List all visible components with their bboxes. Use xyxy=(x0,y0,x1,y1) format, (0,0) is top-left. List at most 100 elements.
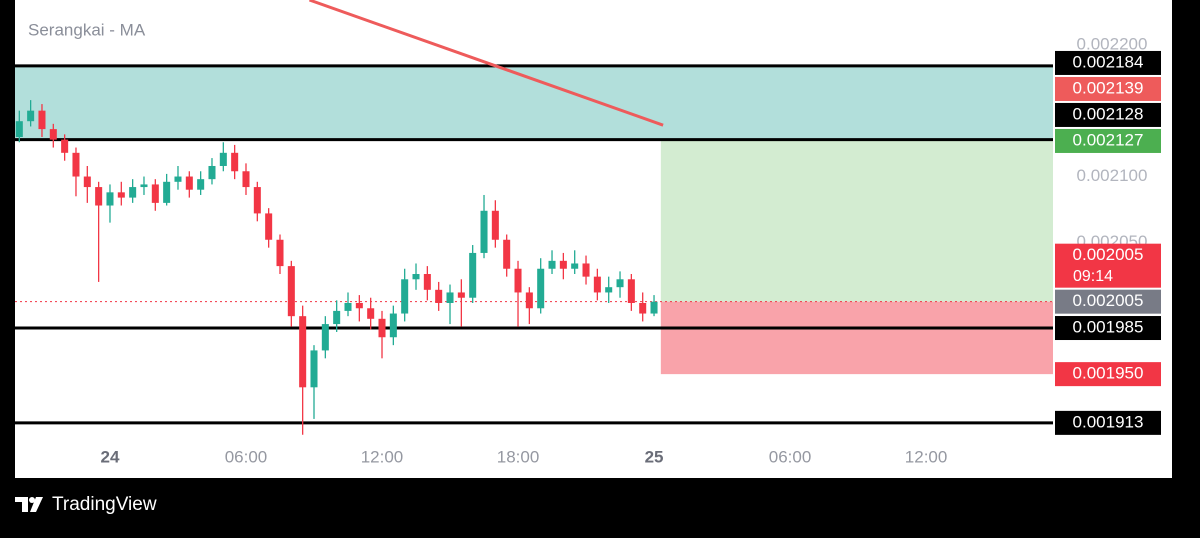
candle-body xyxy=(559,260,567,269)
candle-body xyxy=(276,239,284,267)
price-tag-label: 0.002127 xyxy=(1073,130,1144,149)
x-tick-label: 06:00 xyxy=(225,447,268,466)
candle-body xyxy=(208,165,216,180)
countdown-label: 09:14 xyxy=(1073,268,1113,285)
candle-body xyxy=(571,263,579,269)
price-tag-label: 0.002128 xyxy=(1073,104,1144,123)
price-tag-bg xyxy=(1055,362,1161,387)
candle-body xyxy=(95,187,103,206)
candle-body xyxy=(310,350,318,388)
candle-body xyxy=(15,121,23,138)
candle-body xyxy=(83,176,91,188)
candle-body xyxy=(49,129,57,140)
price-tag-bg xyxy=(1055,316,1161,341)
x-tick-label: 12:00 xyxy=(905,447,948,466)
candle-body xyxy=(616,279,624,288)
price-tag: 0.002005 xyxy=(1055,289,1161,314)
y-tick-label: 0.002200 xyxy=(1077,34,1148,53)
brand-name: TradingView xyxy=(52,494,157,515)
candle-body xyxy=(219,152,227,166)
y-tick-label: 0.002100 xyxy=(1077,166,1148,185)
price-tag-label: 0.002139 xyxy=(1073,78,1144,97)
candle-body xyxy=(480,210,488,253)
candle-body xyxy=(287,266,295,317)
candle-body xyxy=(231,152,239,172)
profit-zone xyxy=(660,140,1053,302)
price-tag-bg xyxy=(1055,410,1161,435)
price-tag: 0.002128 xyxy=(1055,102,1161,127)
candle-body xyxy=(140,184,148,188)
candle-body xyxy=(72,152,80,177)
candle-body xyxy=(605,287,613,293)
candle-body xyxy=(117,192,125,198)
price-tag: 0.001985 xyxy=(1055,316,1161,341)
supply-zone xyxy=(15,65,1053,140)
candle-body xyxy=(537,268,545,309)
candle-body xyxy=(593,276,601,293)
price-tag-bg xyxy=(1055,128,1161,153)
price-tag-bg xyxy=(1055,76,1161,101)
candle-body xyxy=(514,268,522,293)
candle-body xyxy=(401,279,409,314)
candle-body xyxy=(389,313,397,338)
candle-body xyxy=(185,176,193,190)
price-tag-bg xyxy=(1055,50,1161,75)
price-tag-label: 0.002184 xyxy=(1073,52,1144,71)
x-tick-label: 06:00 xyxy=(769,447,812,466)
candle-body xyxy=(265,213,273,240)
candle-body xyxy=(423,274,431,290)
price-tag: 0.002127 xyxy=(1055,128,1161,153)
ma-line xyxy=(308,0,664,127)
candle-body xyxy=(548,260,556,269)
candle-body xyxy=(344,302,352,311)
candle-body xyxy=(469,252,477,298)
candle-body xyxy=(355,302,363,309)
candle-body xyxy=(525,292,533,309)
x-tick-label: 12:00 xyxy=(361,447,404,466)
x-tick-label: 25 xyxy=(645,447,664,466)
candle-body xyxy=(38,110,46,130)
candle-body xyxy=(639,302,647,314)
x-tick-label: 24 xyxy=(101,447,120,466)
price-tag-label: 0.002005 xyxy=(1073,291,1144,310)
candle-body xyxy=(378,318,386,338)
price-tag-bg xyxy=(1055,289,1161,314)
price-tag-label: 0.002005 xyxy=(1073,245,1144,264)
candle-body xyxy=(299,316,307,388)
candle-body xyxy=(174,176,182,182)
candle-body xyxy=(650,301,658,314)
candle-body xyxy=(435,289,443,303)
price-tag-bg xyxy=(1055,102,1161,127)
candle-body xyxy=(197,179,205,190)
brand-logo xyxy=(15,497,43,512)
candle-body xyxy=(367,308,375,319)
price-tag: 0.002184 xyxy=(1055,50,1161,75)
loss-zone xyxy=(660,301,1053,375)
candle-body xyxy=(253,187,261,214)
candle-body xyxy=(129,187,137,198)
candle-body xyxy=(491,210,499,240)
candle-body xyxy=(106,192,114,206)
x-tick-label: 18:00 xyxy=(497,447,540,466)
candle-body xyxy=(163,181,171,203)
price-tag-label: 0.001950 xyxy=(1073,364,1144,383)
candle-body xyxy=(321,324,329,351)
candle-body xyxy=(446,292,454,303)
price-tag: 0.001913 xyxy=(1055,410,1161,435)
candle-body xyxy=(582,263,590,277)
candle-body xyxy=(503,239,511,269)
candle-body xyxy=(242,171,250,188)
price-tag: 0.002005 09:14 xyxy=(1055,243,1161,288)
price-tag-label: 0.001985 xyxy=(1073,318,1144,337)
price-tag: 0.002139 xyxy=(1055,76,1161,101)
candle-body xyxy=(457,292,465,298)
candle-body xyxy=(412,274,420,280)
candle-body xyxy=(151,184,159,203)
candle-body xyxy=(627,279,635,303)
chart-title: Serangkai - MA xyxy=(28,20,146,39)
candle-body xyxy=(27,110,35,122)
price-tag: 0.001950 xyxy=(1055,362,1161,387)
candle-body xyxy=(61,139,69,153)
